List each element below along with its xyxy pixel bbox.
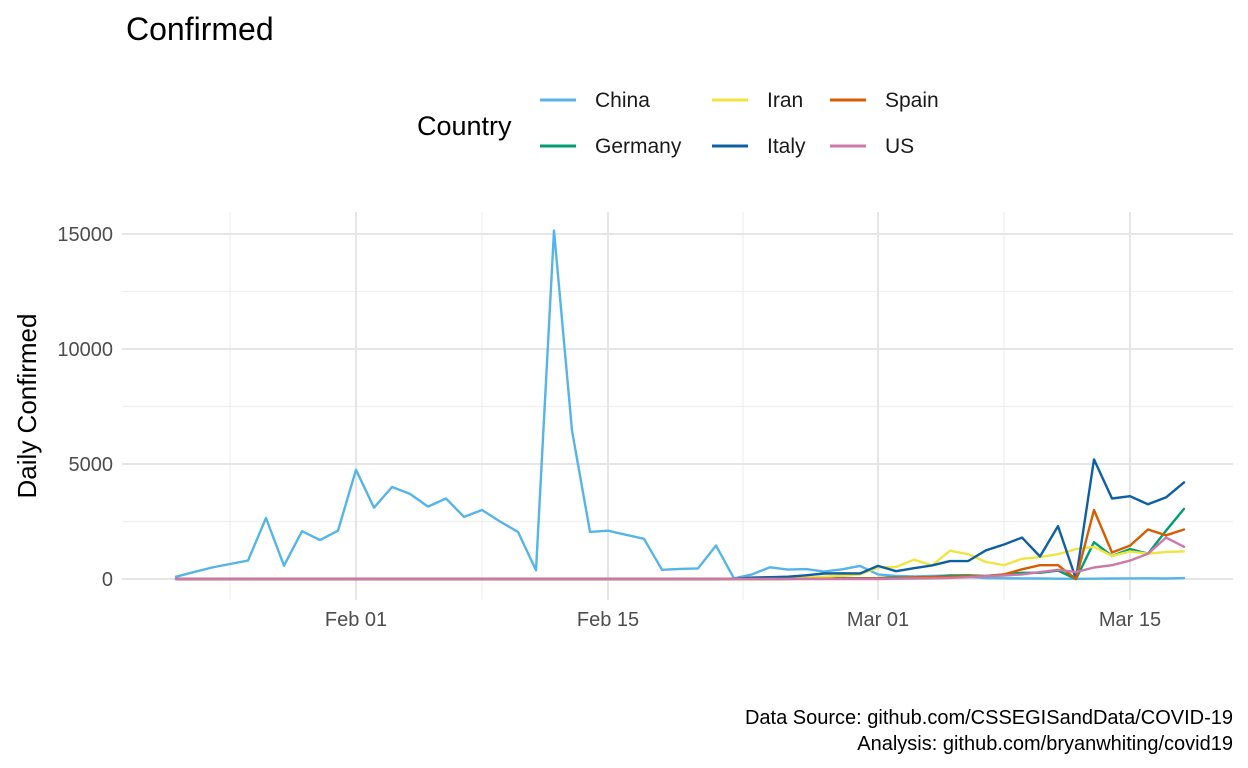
series-line-italy [174,458,1186,581]
legend-label-iran: Iran [767,89,803,112]
series-line-china [174,229,1186,580]
legend-label-us: US [885,135,914,158]
legend-label-china: China [595,89,650,112]
series-layer [174,229,1186,581]
y-axis-title: Daily Confirmed [12,314,42,499]
legend-item-china: China [540,89,650,112]
x-tick-label: Mar 01 [847,609,909,631]
legend-item-iran: Iran [712,89,803,112]
x-tick-label: Mar 15 [1099,609,1161,631]
y-tick-label: 0 [102,569,113,591]
legend-label-spain: Spain [885,89,939,112]
legend-item-spain: Spain [830,89,939,112]
y-tick-label: 15000 [57,224,113,246]
chart-title: Confirmed [126,11,274,47]
x-tick-label: Feb 15 [577,609,639,631]
legend: Country China Germany Iran Italy Spain US [417,89,939,158]
y-tick-label: 5000 [69,454,114,476]
caption-analysis: Analysis: github.com/bryanwhiting/covid1… [857,733,1233,755]
y-tick-label: 10000 [57,339,113,361]
legend-title: Country [417,111,512,141]
legend-label-germany: Germany [595,135,682,158]
grid [122,212,1233,600]
y-axis-ticks: 0 5000 10000 15000 [57,224,113,591]
legend-item-italy: Italy [712,135,806,158]
x-tick-label: Feb 01 [325,609,387,631]
legend-item-us: US [830,135,914,158]
x-axis-ticks: Feb 01 Feb 15 Mar 01 Mar 15 [325,609,1161,631]
legend-label-italy: Italy [767,135,806,158]
series-line-us [174,536,1186,581]
legend-item-germany: Germany [540,135,682,158]
caption-source: Data Source: github.com/CSSEGISandData/C… [745,707,1233,729]
